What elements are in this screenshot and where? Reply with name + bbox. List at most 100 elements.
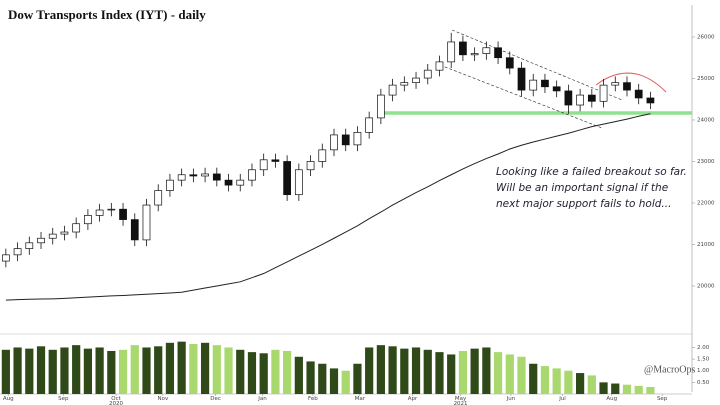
volume-bar — [118, 349, 128, 394]
candle-body — [599, 84, 608, 102]
candle-body — [623, 82, 631, 91]
annotation-line: Will be an important signal if the — [496, 182, 668, 194]
candle-body — [224, 179, 233, 186]
candle-body — [236, 179, 245, 186]
volume-bar — [142, 347, 151, 394]
volume-bar — [95, 347, 104, 394]
volume-bar — [564, 370, 573, 394]
volume-bar — [1, 349, 10, 394]
candle-body — [119, 208, 127, 220]
x-tick-label: Sep — [657, 396, 668, 402]
x-tick-label: Jul — [558, 396, 566, 402]
candle-body — [564, 90, 573, 106]
x-tick-label: Sep — [58, 396, 69, 402]
candle-body — [72, 223, 81, 233]
x-tick-label: Feb — [308, 396, 318, 402]
candle-body — [166, 179, 174, 191]
volume-bar — [622, 384, 632, 394]
volume-bar — [493, 352, 503, 394]
volume-bar — [271, 349, 280, 394]
candle-body — [529, 79, 538, 91]
candle-body — [318, 149, 327, 162]
candle-body — [494, 47, 502, 59]
volume-bar — [400, 348, 409, 394]
volume-tick-label: 1.00 — [697, 368, 710, 374]
candle-body — [283, 161, 291, 196]
annotation-line: Looking like a failed breakout so far. — [496, 166, 687, 178]
y-tick-label: 23000 — [697, 159, 715, 165]
volume-bar — [236, 349, 245, 394]
y-tick-label: 20000 — [697, 283, 715, 289]
candle-body — [611, 82, 620, 86]
volume-bar — [247, 352, 257, 394]
candle-body — [259, 159, 268, 171]
candle-body — [48, 233, 57, 239]
moving-average — [5, 113, 651, 301]
candle-body — [107, 208, 116, 211]
x-tick-label: Dec — [210, 396, 221, 402]
volume-bar — [634, 385, 643, 394]
volume-bar — [341, 370, 350, 394]
channel-lower — [439, 64, 603, 129]
candle-body — [470, 53, 479, 56]
candle-body — [271, 159, 280, 162]
candle-body — [505, 57, 514, 69]
volume-bar — [36, 346, 46, 394]
volume-bar — [212, 345, 221, 394]
volume-bar — [130, 345, 139, 394]
candle-body — [212, 173, 221, 181]
candle-body — [541, 79, 549, 88]
volume-bar — [376, 345, 385, 394]
x-tick-label: Aug — [606, 396, 617, 402]
volume-bar — [435, 352, 444, 394]
volume-bar — [83, 348, 92, 394]
year-label: 2021 — [454, 401, 468, 405]
volume-bar — [482, 347, 491, 394]
candle-body — [459, 41, 467, 56]
y-tick-label: 26000 — [697, 34, 715, 40]
candle-body — [341, 134, 350, 146]
volume-bar — [200, 342, 210, 394]
volume-bar — [353, 363, 362, 394]
x-tick-label: May — [455, 396, 467, 402]
volume-bar — [329, 368, 339, 394]
candle-body — [177, 174, 186, 181]
chart-title: Dow Transports Index (IYT) - daily — [8, 7, 206, 22]
volume-bar — [283, 350, 292, 394]
volume-bar — [294, 356, 303, 394]
volume-bar — [540, 366, 550, 394]
candle-body — [576, 94, 584, 106]
volume-bar — [107, 350, 116, 394]
x-tick-label: Oct — [111, 396, 121, 402]
candle-body — [423, 69, 432, 79]
volume-bar — [599, 382, 608, 394]
volume-bar — [224, 347, 233, 394]
annotation: Looking like a failed breakout so far. W… — [496, 166, 687, 210]
candle-body — [447, 41, 456, 63]
candle-body — [365, 117, 374, 133]
volume-bar — [646, 387, 655, 394]
candle-body — [400, 82, 409, 86]
candle-body — [306, 161, 315, 171]
volume-tick-label: 2.00 — [697, 345, 710, 351]
volume-bar — [611, 383, 620, 394]
x-tick-label: Aug — [3, 396, 14, 402]
volume-bar — [25, 348, 34, 394]
candle-body — [201, 173, 209, 177]
candle-body — [517, 67, 526, 91]
x-tick-label: Mar — [355, 396, 366, 402]
volume-bar — [576, 373, 585, 394]
volume-bar — [165, 342, 175, 394]
y-tick-label: 25000 — [697, 76, 715, 82]
x-tick-label: Apr — [408, 396, 418, 402]
candle-body — [646, 97, 655, 104]
candle-body — [60, 231, 69, 235]
volume-bar — [517, 356, 526, 394]
volume-bar — [60, 347, 69, 394]
candle-body — [154, 190, 163, 206]
volume-bar — [48, 349, 57, 394]
volume-bar — [318, 363, 327, 394]
volume-bar — [423, 349, 432, 394]
